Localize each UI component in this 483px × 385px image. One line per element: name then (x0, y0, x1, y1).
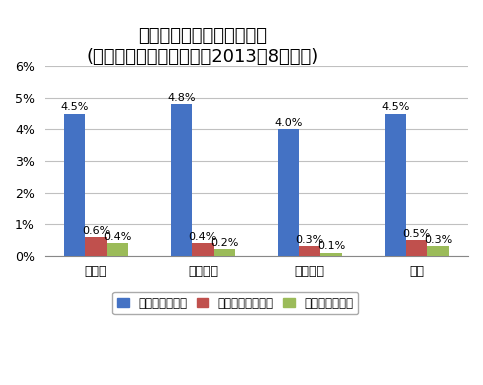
Text: 0.2%: 0.2% (210, 238, 239, 248)
Legend: 食物アレルギー, アナフィラキシー, エビペン保持者: 食物アレルギー, アナフィラキシー, エビペン保持者 (112, 292, 358, 315)
Text: 0.3%: 0.3% (424, 235, 452, 245)
Text: 4.0%: 4.0% (274, 118, 303, 128)
Text: 0.4%: 0.4% (103, 232, 131, 242)
Bar (171, 104, 192, 256)
Bar (299, 246, 321, 256)
Bar (213, 249, 235, 256)
Bar (427, 246, 449, 256)
Bar (278, 129, 299, 256)
Text: 0.3%: 0.3% (296, 235, 324, 245)
Bar (321, 253, 342, 256)
Bar (192, 243, 213, 256)
Text: 4.5%: 4.5% (60, 102, 89, 112)
Text: 0.1%: 0.1% (317, 241, 345, 251)
Text: 0.4%: 0.4% (189, 232, 217, 242)
Bar (107, 243, 128, 256)
Bar (85, 237, 107, 256)
Bar (406, 240, 427, 256)
Text: 4.8%: 4.8% (167, 93, 196, 103)
Text: 0.6%: 0.6% (82, 226, 110, 236)
Text: 0.5%: 0.5% (402, 229, 431, 239)
Text: 4.5%: 4.5% (381, 102, 410, 112)
Bar (64, 114, 85, 256)
Bar (384, 114, 406, 256)
Text: アレルギー疾患のり患者率
(調査対象児童生徒数比、2013年8月時点): アレルギー疾患のり患者率 (調査対象児童生徒数比、2013年8月時点) (87, 27, 319, 66)
